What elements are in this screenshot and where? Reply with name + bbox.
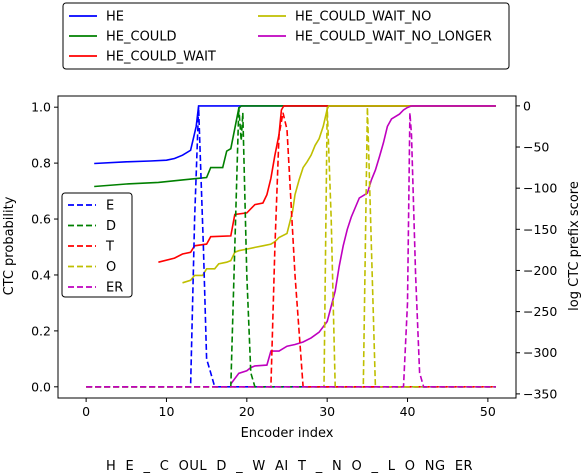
prefix-score-lines (94, 105, 496, 385)
left-y-tick-label-4: 0.8 (31, 156, 51, 171)
x-tick-label-4: 40 (400, 404, 416, 419)
ctc-line-2 (86, 112, 496, 388)
prefix-legend-label-0-1: HE_COULD (106, 30, 177, 45)
prefix-legend-label-1-0: HE_COULD_WAIT_NO (295, 10, 431, 25)
ctc-line-4 (86, 112, 496, 388)
right-y-tick-label-6: −300 (523, 345, 557, 360)
left-y-tick-label-3: 0.6 (31, 212, 51, 227)
ctc-legend-label-0: E (106, 199, 114, 214)
left-y-tick-label-1: 0.2 (31, 323, 51, 338)
ctc-legend-label-2: T (105, 240, 114, 255)
prefix-line-3 (182, 105, 496, 284)
x-tick-label-0: 0 (82, 404, 90, 419)
right-y-tick-label-2: −100 (523, 181, 557, 196)
right-y-axis-label: log CTC prefix score (567, 181, 582, 311)
prefix-legend-label-1-1: HE_COULD_WAIT_NO_LONGER (295, 30, 492, 45)
plot-frame (57, 95, 517, 399)
ctc-legend-label-4: ER (106, 281, 123, 296)
ctc-line-1 (86, 107, 496, 388)
right-y-axis-ticks: 0 −50 −100 −150 −200 −250 −300 −350 (516, 98, 557, 401)
ctc-probability-lines (86, 107, 496, 388)
ctc-legend-label-3: O (106, 260, 116, 275)
left-y-axis-ticks: 0.0 0.2 0.4 0.6 0.8 1.0 (31, 100, 58, 394)
left-y-tick-label-5: 1.0 (31, 100, 51, 115)
x-tick-label-2: 20 (239, 404, 255, 419)
x-tick-label-3: 30 (319, 404, 335, 419)
left-y-tick-label-0: 0.0 (31, 379, 51, 394)
right-y-tick-label-5: −250 (523, 304, 557, 319)
ctc-legend-box (61, 192, 133, 298)
x-tick-label-5: 50 (480, 404, 496, 419)
right-y-tick-label-4: −200 (523, 263, 557, 278)
right-y-tick-label-1: −50 (523, 140, 549, 155)
prefix-legend-label-0-0: HE (106, 10, 124, 25)
caption: H E _ C OUL D _ W AI T _ N O _ L O NG ER (106, 459, 473, 474)
x-axis-label: Encoder index (241, 426, 334, 441)
prefix-legend: HE HE_COULD HE_COULD_WAIT HE_COULD_WAIT_NO H… (62, 2, 510, 70)
ctc-legend-label-1: D (106, 219, 116, 234)
x-axis-ticks: 0 10 20 30 40 50 (82, 398, 496, 419)
prefix-legend-label-0-2: HE_COULD_WAIT (106, 50, 216, 65)
left-y-tick-label-2: 0.4 (31, 267, 51, 282)
left-y-axis-label: CTC probability (2, 196, 17, 295)
prefix-line-4 (230, 105, 496, 385)
x-tick-label-1: 10 (159, 404, 175, 419)
ctc-line-0 (86, 107, 496, 388)
right-y-tick-label-7: −350 (523, 386, 557, 401)
right-y-tick-label-3: −150 (523, 222, 557, 237)
right-y-tick-label-0: 0 (523, 98, 531, 113)
prefix-line-0 (94, 105, 496, 165)
